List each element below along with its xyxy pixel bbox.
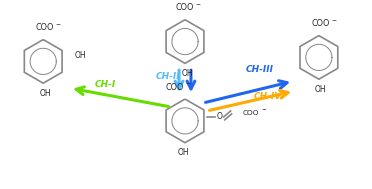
Text: −: − — [55, 21, 61, 26]
Text: OH: OH — [315, 85, 327, 94]
Text: CH-III: CH-III — [246, 65, 273, 74]
Text: OH: OH — [39, 89, 51, 98]
Text: −: − — [261, 106, 266, 112]
Text: OH: OH — [181, 69, 193, 78]
Text: COO: COO — [176, 3, 194, 12]
Text: O: O — [217, 112, 223, 121]
Text: −: − — [186, 81, 190, 86]
Text: COO: COO — [312, 19, 330, 28]
Text: OH: OH — [177, 148, 189, 157]
Text: OH: OH — [75, 51, 87, 60]
Text: −: − — [331, 17, 336, 22]
Text: COO: COO — [242, 110, 259, 116]
Text: CH-I: CH-I — [95, 80, 116, 89]
Text: CH-II: CH-II — [156, 72, 180, 81]
Text: −: − — [195, 1, 201, 6]
Text: COO: COO — [36, 23, 54, 32]
Text: COO: COO — [166, 83, 184, 92]
Text: CH-IV: CH-IV — [253, 92, 282, 101]
